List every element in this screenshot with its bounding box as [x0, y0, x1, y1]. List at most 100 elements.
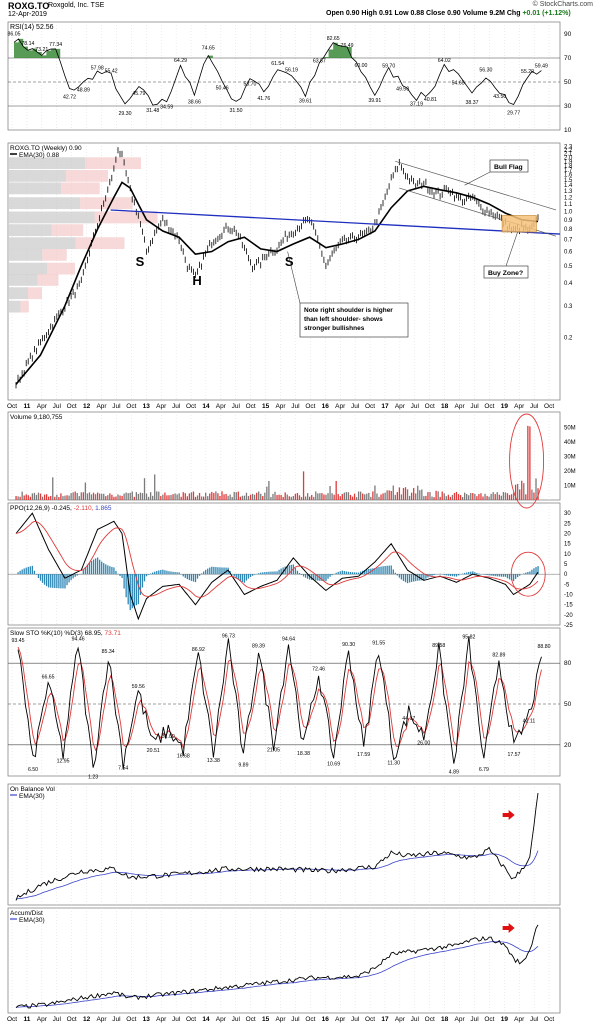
volume-bar	[152, 495, 154, 500]
ppo-histogram-bar	[490, 574, 492, 576]
volume-bar	[127, 493, 129, 500]
ppo-histogram-bar	[105, 564, 107, 575]
panel-vol	[7, 411, 561, 501]
price-x-tick: Oct	[544, 403, 554, 410]
obv-ema-line	[15, 850, 539, 900]
volume-y-tick: 50M	[564, 425, 576, 431]
volume-bar	[376, 493, 378, 500]
ppo-histogram-bar	[463, 572, 466, 575]
ppo-y-tick: 25	[564, 521, 571, 527]
ppo-histogram-bar	[335, 572, 337, 575]
ppo-histogram-bar	[517, 574, 519, 578]
volume-bar	[99, 493, 101, 500]
volume-bar	[96, 492, 99, 500]
close-value: 0.90	[447, 10, 461, 17]
bull-flag-upper-line	[395, 160, 557, 211]
price-y-tick: 0.5	[564, 264, 573, 270]
volume-bar	[115, 496, 117, 500]
volume-bar	[347, 492, 350, 500]
volume-bar	[70, 493, 72, 500]
price-x-tick: Oct	[67, 403, 77, 410]
ppo-histogram-bar	[425, 574, 427, 579]
bottom-x-tick: 11	[23, 1016, 30, 1023]
volume-bar	[245, 492, 248, 500]
ppo-y-tick: 0	[564, 572, 568, 578]
volume-bar	[333, 494, 335, 500]
volume-bar	[278, 494, 280, 500]
ppo-histogram-bar	[266, 571, 268, 575]
volume-bar	[117, 494, 119, 500]
ppo-histogram-bar	[154, 571, 156, 575]
volume-bar	[343, 492, 345, 500]
volume-bar	[39, 493, 42, 500]
volume-bar	[290, 496, 292, 500]
volume-bar	[466, 493, 468, 500]
volume-bar	[484, 493, 486, 500]
rsi-value-label: 60.00	[354, 63, 367, 69]
volume-bar	[504, 492, 507, 500]
rsi-value-label: 40.81	[424, 97, 437, 103]
volume-bar	[131, 491, 133, 500]
volume-bar	[429, 492, 431, 500]
price-y-tick: 1.8	[564, 164, 573, 170]
ppo-histogram-bar	[533, 568, 535, 575]
ppo-histogram-bar	[408, 574, 411, 583]
volume-bar	[364, 494, 366, 500]
volume-bar	[341, 494, 343, 500]
ppo-histogram-bar	[194, 574, 197, 583]
volume-by-price-bar	[9, 248, 43, 261]
price-x-tick: Jul	[470, 403, 479, 410]
volume-bar	[262, 496, 264, 500]
ppo-histogram-bar	[90, 560, 93, 575]
ppo-histogram-bar	[164, 570, 166, 575]
ppo-histogram-bar	[410, 574, 413, 582]
price-y-tick: 1.1	[564, 202, 573, 208]
volume-bar	[229, 494, 231, 500]
volume-bar	[35, 494, 38, 500]
ppo-histogram-bar	[378, 566, 380, 575]
volume-bar	[486, 495, 488, 500]
ppo-histogram-bar	[292, 564, 295, 575]
rsi-y-tick: 90	[564, 31, 572, 38]
ppo-histogram-bar	[241, 574, 244, 582]
ppo-histogram-bar	[364, 570, 366, 575]
volume-y-tick: 10M	[564, 483, 576, 489]
ppo-histogram-bar	[17, 572, 19, 575]
volume-bar	[103, 493, 105, 500]
ppo-cross-circle	[510, 551, 546, 597]
rsi-title: RSI(14) 52.56	[10, 24, 54, 31]
volume-bar	[388, 490, 390, 500]
ppo-histogram-bar	[125, 574, 127, 598]
ppo-histogram-bar	[498, 574, 500, 577]
ppo-line	[15, 512, 539, 621]
rsi-value-label: 38.37	[465, 100, 478, 106]
volume-bar	[141, 493, 144, 500]
volume-bar	[90, 494, 93, 500]
volume-bar	[408, 495, 411, 500]
volume-bar	[390, 490, 392, 500]
ppo-histogram-bar	[402, 574, 405, 581]
ppo-histogram-bar	[84, 567, 87, 575]
price-x-tick: Oct	[186, 403, 196, 410]
volume-bar	[172, 494, 174, 500]
rsi-value-label: 34.59	[160, 104, 173, 110]
rsi-y-tick: 30	[564, 103, 572, 110]
ppo-histogram-bar	[353, 572, 356, 575]
ppo-histogram-bar	[406, 574, 409, 584]
price-x-tick: Oct	[365, 403, 375, 410]
rsi-value-label: 74.65	[202, 45, 215, 51]
rsi-value-label: 38.66	[188, 100, 201, 106]
ppo-histogram-bar	[158, 570, 160, 575]
rsi-value-label: 86.05	[8, 32, 21, 38]
sto-value-label: 16.68	[177, 753, 190, 759]
ppo-histogram-bar	[170, 571, 172, 575]
bottom-x-tick: Jul	[112, 1016, 121, 1023]
ppo-histogram-bar	[52, 574, 54, 588]
price-x-tick: Oct	[126, 403, 136, 410]
ppo-histogram-bar	[225, 567, 227, 575]
ppo-histogram-bar	[343, 571, 345, 575]
ppo-histogram-bar	[368, 568, 370, 575]
sto-value-label: 88.80	[538, 644, 551, 650]
volume-by-price-bar	[9, 197, 81, 210]
ppo-y-tick: -5	[564, 582, 570, 588]
